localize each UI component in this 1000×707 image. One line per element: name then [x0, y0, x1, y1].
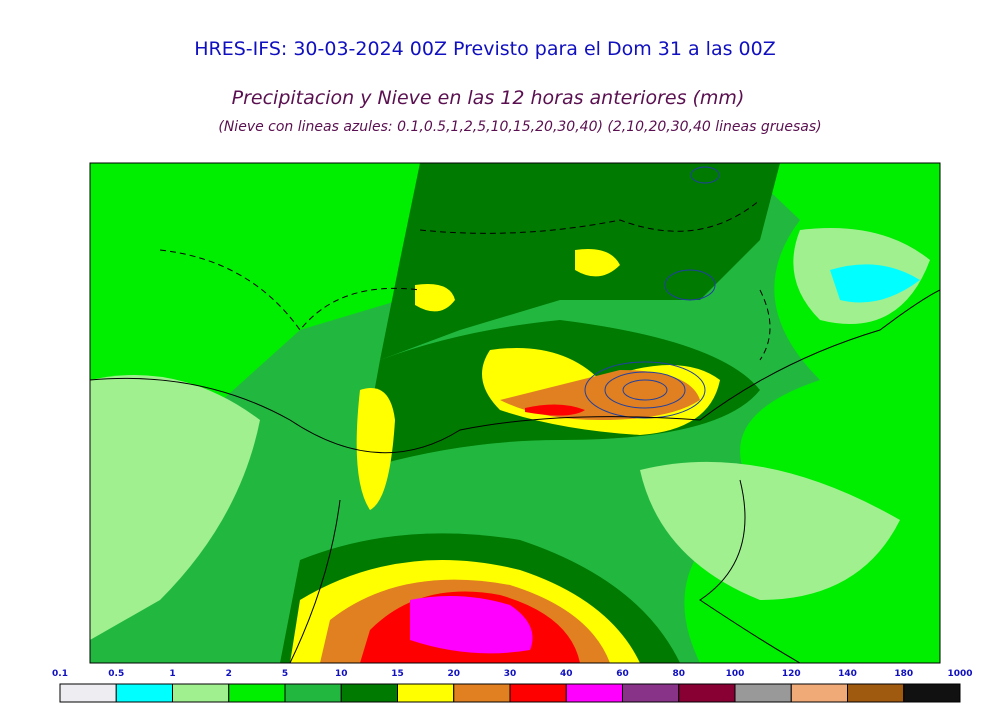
- colorbar-label: 2: [226, 669, 232, 679]
- colorbar-swatch: [397, 683, 455, 703]
- colorbar-swatch: [622, 683, 680, 703]
- colorbar-swatch: [509, 683, 567, 703]
- colorbar-label: 5: [282, 669, 288, 679]
- colorbar-swatch: [790, 683, 848, 703]
- note: (Nieve con lineas azules: 0.1,0.5,1,2,5,…: [218, 119, 821, 135]
- colorbar-swatch: [678, 683, 736, 703]
- colorbar-label: 1000: [947, 669, 972, 679]
- colorbar-label: 15: [391, 669, 404, 679]
- colorbar-swatch: [453, 683, 511, 703]
- colorbar-swatch: [228, 683, 286, 703]
- colorbar-label: 100: [726, 669, 745, 679]
- colorbar-label: 120: [782, 669, 801, 679]
- colorbar-swatch: [59, 683, 117, 703]
- colorbar-label: 10: [335, 669, 348, 679]
- colorbar-swatch: [847, 683, 905, 703]
- colorbar-swatch: [172, 683, 230, 703]
- colorbar-label: 80: [672, 669, 685, 679]
- colorbar-swatch: [115, 683, 173, 703]
- colorbar: 0.1 0.5 1 2 5 10 15 20 30 40 60 80 100 120 140 180 1000: [52, 669, 973, 703]
- colorbar-label: 0.1: [52, 669, 68, 679]
- colorbar-label: 20: [447, 669, 460, 679]
- subtitle: Precipitacion y Nieve en las 12 horas an…: [232, 87, 745, 109]
- colorbar-label: 140: [838, 669, 857, 679]
- colorbar-label: 1: [169, 669, 175, 679]
- colorbar-swatch: [284, 683, 342, 703]
- colorbar-label: 30: [504, 669, 517, 679]
- colorbar-swatch: [565, 683, 623, 703]
- colorbar-swatch: [734, 683, 792, 703]
- colorbar-label: 0.5: [108, 669, 124, 679]
- colorbar-label: 60: [616, 669, 629, 679]
- title: HRES-IFS: 30-03-2024 00Z Previsto para e…: [194, 38, 776, 60]
- colorbar-swatch: [903, 683, 961, 703]
- colorbar-label: 40: [560, 669, 573, 679]
- map: [89, 162, 941, 664]
- colorbar-label: 180: [894, 669, 913, 679]
- colorbar-swatch: [340, 683, 398, 703]
